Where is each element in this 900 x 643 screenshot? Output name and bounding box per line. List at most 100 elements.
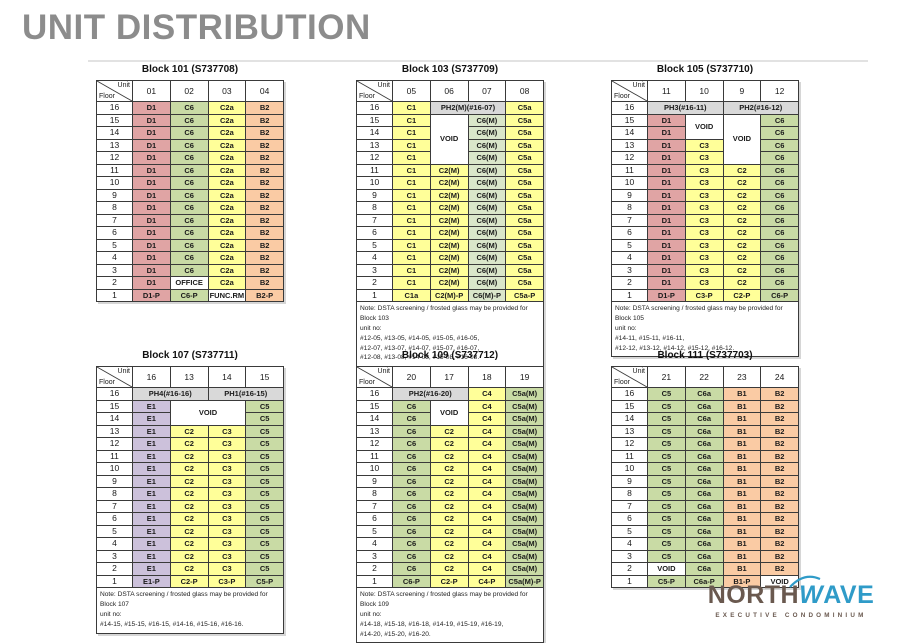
unit-cell: C5-P xyxy=(245,574,284,588)
unit-cell: C6 xyxy=(392,549,431,563)
dsta-note-line: #14-18, #15-18, #16-18, #14-19, #15-19, … xyxy=(360,620,504,628)
unit-cell: C5 xyxy=(245,549,284,563)
corner-floor-label: Floor xyxy=(359,379,375,386)
unit-cell: C5a xyxy=(505,251,544,265)
floor-row: 12 D1 C6 C2a B2 xyxy=(96,151,284,165)
floor-row: 14 C1 C6(M) C5a xyxy=(356,126,544,140)
logo-wave-text: AVE xyxy=(823,581,875,609)
floor-number-cell: 16 xyxy=(356,101,393,115)
floor-row: 6 C5 C6a B1 B2 xyxy=(611,512,799,526)
unit-cell: B1 xyxy=(722,437,762,451)
diagonal-divider xyxy=(612,81,647,101)
unit-cell: B2 xyxy=(760,512,799,526)
unit-cell: C5a xyxy=(505,113,544,127)
unit-cell: B1-P xyxy=(722,574,762,588)
unit-cell: B2 xyxy=(245,263,284,277)
unit-cell: C2 xyxy=(169,499,209,513)
floor-row: 7 C5 C6a B1 B2 xyxy=(611,499,799,513)
unit-cell: C1 xyxy=(392,163,431,177)
corner-floor-label: Floor xyxy=(359,93,375,100)
floor-number-cell: 13 xyxy=(96,424,133,438)
unit-cell: E1 xyxy=(132,524,171,538)
wave-swoosh-icon xyxy=(789,575,821,588)
unit-cell: B2 xyxy=(760,487,799,501)
unit-cell: C6a xyxy=(684,387,724,401)
floor-number-cell: 6 xyxy=(356,512,393,526)
unit-cell: C6 xyxy=(392,412,431,426)
unit-cell: C5a(M) xyxy=(505,499,544,513)
unit-cell: B2-P xyxy=(245,288,284,302)
unit-cell: C3-P xyxy=(684,288,724,302)
unit-cell: D1 xyxy=(647,163,686,177)
unit-cell: C2 xyxy=(722,201,762,215)
unit-cell: C3 xyxy=(207,462,247,476)
floor-number-cell: 2 xyxy=(611,562,648,576)
floor-number-cell: 12 xyxy=(611,437,648,451)
unit-cell: VOID xyxy=(169,399,247,426)
unit-cell: C1 xyxy=(392,238,431,252)
floor-number-cell: 6 xyxy=(356,226,393,240)
dsta-note-line: #14-15, #15-15, #16-15, #14-16, #15-16, … xyxy=(100,620,244,628)
unit-cell: C5 xyxy=(245,537,284,551)
unit-cell: C4 xyxy=(467,474,507,488)
unit-cell: C5a(M) xyxy=(505,462,544,476)
floor-number-cell: 9 xyxy=(96,474,133,488)
floor-number-cell: 1 xyxy=(356,288,393,302)
unit-cell: C1 xyxy=(392,176,431,190)
unit-cell: C5-P xyxy=(647,574,686,588)
floor-number-cell: 5 xyxy=(356,238,393,252)
floor-number-cell: 15 xyxy=(96,113,133,127)
floor-number-cell: 16 xyxy=(611,387,648,401)
floor-number-cell: 9 xyxy=(611,188,648,202)
unit-cell: C5 xyxy=(647,499,686,513)
unit-cell: C6 xyxy=(169,151,209,165)
unit-cell: C6 xyxy=(760,238,799,252)
floor-row: 8 C5 C6a B1 B2 xyxy=(611,487,799,501)
block-105-section: Block 105 (S737710) Unit Floor 11 10 9 12 16 PH3… xyxy=(611,64,799,358)
unit-cell: C2 xyxy=(169,549,209,563)
unit-cell: C6a xyxy=(684,412,724,426)
unit-cell: D1 xyxy=(132,251,171,265)
unit-cell: B2 xyxy=(245,138,284,152)
unit-cell: C2a xyxy=(207,263,247,277)
unit-cell: C5 xyxy=(647,487,686,501)
unit-cell: C1 xyxy=(392,126,431,140)
unit-cell: C5a xyxy=(505,151,544,165)
floor-row: 5 D1 C3 C2 C6 xyxy=(611,238,799,252)
unit-cell: C2a xyxy=(207,113,247,127)
unit-cell: C3 xyxy=(684,226,724,240)
unit-column-header: 01 xyxy=(132,80,171,102)
unit-cell: C6(M) xyxy=(467,138,507,152)
floor-row: 12 C1 C6(M) C5a xyxy=(356,151,544,165)
unit-cell: C2 xyxy=(429,549,469,563)
corner-floor-label: Floor xyxy=(99,379,115,386)
unit-cell: C6-P xyxy=(392,574,431,588)
unit-cell: C4 xyxy=(467,562,507,576)
unit-cell: C2(M) xyxy=(429,276,469,290)
unit-cell: C6 xyxy=(392,562,431,576)
floor-row: 15 C1 VOID C6(M) C5a xyxy=(356,113,544,165)
unit-column-header: 08 xyxy=(505,80,544,102)
unit-cell: C6 xyxy=(760,263,799,277)
unit-cell: E1 xyxy=(132,487,171,501)
unit-cell: C2(M)-P xyxy=(429,288,469,302)
unit-cell: B2 xyxy=(760,524,799,538)
unit-cell: C2a xyxy=(207,276,247,290)
dsta-note-line: unit no: xyxy=(360,610,382,618)
unit-cell: C5 xyxy=(647,399,686,413)
floor-number-cell: 2 xyxy=(356,276,393,290)
corner-unit-label: Unit xyxy=(632,368,645,375)
floor-row: 8 D1 C6 C2a B2 xyxy=(96,201,284,215)
unit-cell: C5 xyxy=(647,537,686,551)
floor-number-cell: 9 xyxy=(356,188,393,202)
unit-distribution-table: Unit Floor 16 13 14 15 16 PH4(#16-16) PH1(#16-15… xyxy=(96,366,284,588)
floor-row: 2 D1 C3 C2 C6 xyxy=(611,276,799,290)
floor-number-cell: 16 xyxy=(356,387,393,401)
unit-distribution-table: Unit Floor 20 17 18 19 16 PH2(#16-20) C4 C5a(M) 15… xyxy=(356,366,544,588)
floor-number-cell: 7 xyxy=(96,499,133,513)
unit-cell: C6 xyxy=(392,474,431,488)
floor-row: 2 VOID C6a B1 B2 xyxy=(611,562,799,576)
unit-cell: C2a xyxy=(207,251,247,265)
unit-cell: C6 xyxy=(392,399,431,413)
floor-number-cell: 11 xyxy=(611,163,648,177)
